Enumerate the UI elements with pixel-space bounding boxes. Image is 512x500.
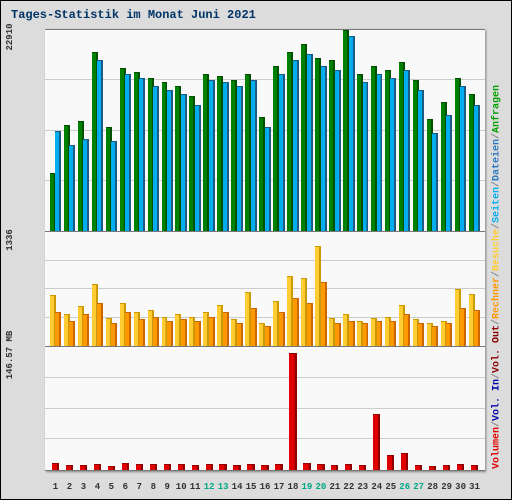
panel-visits bbox=[45, 232, 485, 347]
panel-volume bbox=[45, 347, 485, 471]
panel-requests bbox=[45, 29, 485, 232]
x-axis: 1234567891011121314151617181920212223242… bbox=[49, 482, 481, 492]
legend-strip: Volumen / Vol. In / Vol. Out / Rechner /… bbox=[489, 31, 505, 469]
plot-area bbox=[45, 29, 485, 471]
stats-chart-frame: { "title": "Tages-Statistik im Monat Jun… bbox=[0, 0, 512, 500]
chart-title: Tages-Statistik im Monat Juni 2021 bbox=[5, 5, 507, 28]
